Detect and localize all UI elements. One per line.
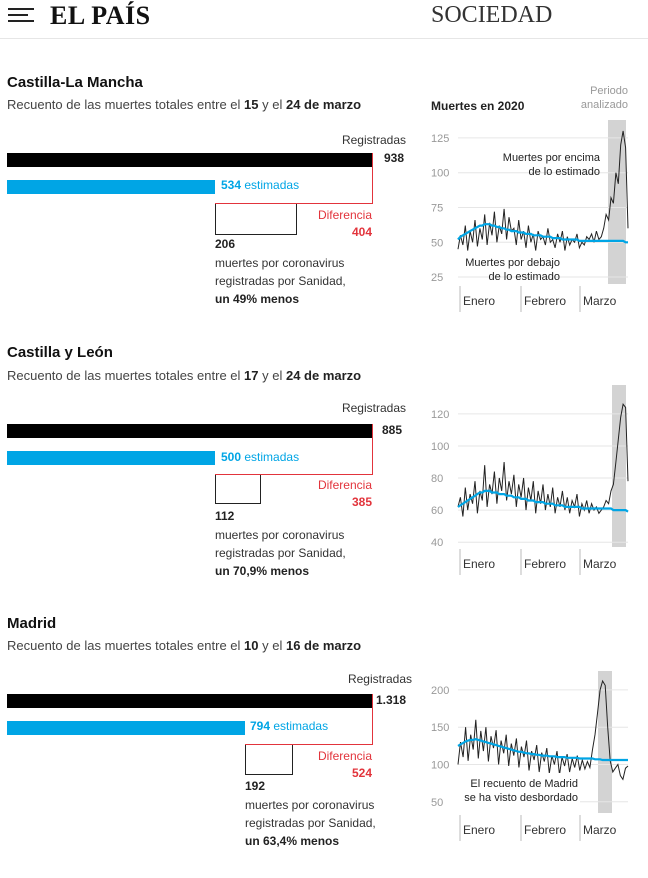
month-label: Febrero: [524, 557, 566, 571]
sanidad-box: [245, 745, 293, 775]
diferencia-value: 524: [351, 766, 372, 780]
month-label: Marzo: [583, 294, 617, 308]
month-label: Febrero: [524, 294, 566, 308]
registradas-value: 1.318: [376, 693, 407, 707]
periodo-label: analizado: [581, 99, 628, 111]
diferencia-label: Diferencia: [317, 478, 372, 492]
y-tick-label: 40: [431, 537, 443, 549]
y-tick-label: 75: [431, 202, 443, 214]
month-label: Marzo: [583, 557, 617, 571]
month-label: Febrero: [524, 823, 566, 837]
y-tick-label: 120: [431, 409, 449, 421]
sanidad-description: muertes por coronavirus registradas por …: [245, 798, 376, 848]
series-estimadas: [457, 223, 628, 244]
month-label: Enero: [463, 823, 495, 837]
y-tick-label: 60: [431, 505, 443, 517]
registradas-bar: [7, 694, 373, 708]
region-block-castilla-la-mancha: Castilla-La Mancha Recuento de las muert…: [0, 70, 648, 330]
region-subtitle: Recuento de las muertes totales entre el…: [7, 368, 362, 383]
site-logo[interactable]: EL PAÍS: [50, 1, 151, 30]
site-header: EL PAÍS SOCIEDAD: [0, 0, 648, 39]
month-label: Marzo: [583, 823, 617, 837]
periodo-label: Periodo: [590, 85, 628, 97]
region-title: Madrid: [7, 615, 57, 632]
diferencia-bracket: [215, 153, 373, 204]
periodo-shade: [598, 671, 612, 813]
estimadas-label: 500 estimadas: [221, 450, 300, 464]
annotation-below: de lo estimado: [488, 271, 560, 283]
diferencia-bracket: [215, 424, 373, 475]
y-tick-label: 200: [431, 685, 449, 697]
registradas-label: Registradas: [341, 401, 406, 415]
annotation: El recuento de Madrid: [470, 778, 578, 790]
sanidad-value: 112: [215, 509, 235, 523]
diferencia-value: 404: [351, 225, 372, 239]
y-tick-label: 100: [431, 168, 449, 180]
region-subtitle: Recuento de las muertes totales entre el…: [7, 638, 362, 653]
y-tick-label: 50: [431, 797, 443, 809]
sanidad-box: [215, 475, 261, 504]
sanidad-description: muertes por coronavirus registradas por …: [215, 528, 346, 578]
periodo-shade: [608, 120, 626, 284]
diferencia-label: Diferencia: [317, 749, 372, 763]
registradas-value: 938: [384, 151, 405, 165]
series-registradas: [457, 403, 629, 517]
sanidad-description: muertes por coronavirus registradas por …: [215, 256, 346, 306]
annotation-below: Muertes por debajo: [465, 257, 560, 269]
sanidad-value: 206: [215, 237, 236, 251]
registradas-value: 885: [382, 423, 403, 437]
menu-icon[interactable]: [8, 6, 34, 24]
chart-castilla-la-mancha: 125 100 75 50 25 Enero Febrero Marzo Muertes en …: [431, 85, 629, 312]
month-label: Enero: [463, 557, 495, 571]
series-registradas: [457, 679, 629, 781]
y-tick-label: 100: [431, 441, 449, 453]
estimadas-label: 534 estimadas: [221, 178, 300, 192]
y-tick-label: 80: [431, 473, 443, 485]
diferencia-value: 385: [351, 495, 372, 509]
chart-madrid: 200 150 100 50 Enero Febrero Marzo El recuento …: [431, 671, 629, 841]
series-estimadas: [457, 489, 629, 513]
sanidad-value: 192: [245, 779, 266, 793]
region-block-castilla-y-leon: Castilla y León Recuento de las muertes …: [0, 341, 648, 601]
diferencia-label: Diferencia: [317, 208, 372, 222]
section-title[interactable]: SOCIEDAD: [431, 2, 553, 28]
registradas-bar: [7, 153, 373, 167]
estimadas-bar: [7, 180, 215, 194]
estimadas-bar: [7, 721, 245, 735]
registradas-bar: [7, 424, 373, 438]
estimadas-label: 794 estimadas: [250, 719, 329, 733]
y-tick-label: 25: [431, 272, 443, 284]
series-registradas: [457, 130, 629, 251]
region-title: Castilla y León: [7, 344, 113, 361]
series-estimadas: [457, 738, 628, 762]
registradas-label: Registradas: [341, 133, 406, 147]
annotation-above: Muertes por encima: [503, 152, 601, 164]
y-tick-label: 125: [431, 133, 449, 145]
diferencia-bracket: [245, 694, 373, 745]
y-tick-label: 100: [431, 760, 449, 772]
region-block-madrid: Madrid Recuento de las muertes totales e…: [0, 611, 648, 871]
estimadas-bar: [7, 451, 215, 465]
y-tick-label: 50: [431, 237, 443, 249]
month-label: Enero: [463, 294, 495, 308]
annotation-backdrop: [458, 773, 580, 807]
chart-castilla-y-leon: 120 100 80 60 40 Enero Febrero Marzo: [431, 385, 629, 575]
annotation-above: de lo estimado: [528, 166, 600, 178]
periodo-shade: [612, 385, 626, 547]
region-title: Castilla-La Mancha: [7, 74, 143, 91]
sanidad-box: [215, 204, 297, 235]
chart-title: Muertes en 2020: [431, 99, 525, 113]
y-tick-label: 150: [431, 722, 449, 734]
annotation: se ha visto desbordado: [464, 792, 578, 804]
region-subtitle: Recuento de las muertes totales entre el…: [7, 97, 362, 112]
registradas-label: Registradas: [347, 672, 412, 686]
